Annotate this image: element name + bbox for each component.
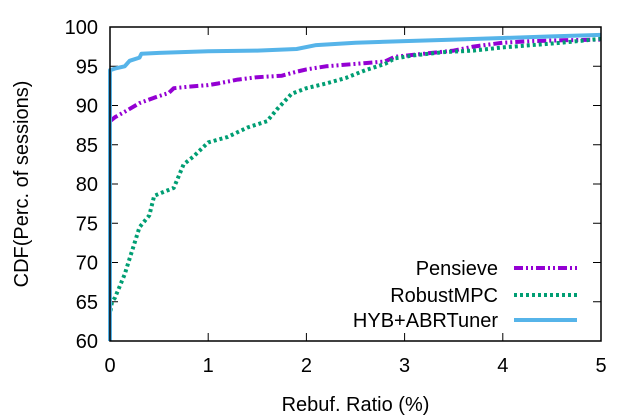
x-tick-label: 4 xyxy=(497,355,508,377)
y-tick-label: 85 xyxy=(76,135,98,157)
y-tick-label: 60 xyxy=(76,331,98,353)
x-tick-label: 1 xyxy=(203,355,214,377)
y-axis-label: CDF(Perc. of sessions) xyxy=(11,81,33,288)
y-tick-label: 100 xyxy=(65,17,98,39)
x-tick-label: 0 xyxy=(104,355,115,377)
legend: Pensieve RobustMPC HYB+ABRTuner xyxy=(353,258,577,332)
x-axis-label: Rebuf. Ratio (%) xyxy=(282,394,430,416)
series-line-robustmpc xyxy=(108,36,602,341)
legend-label: HYB+ABRTuner xyxy=(353,310,498,332)
y-tick-label: 95 xyxy=(76,56,98,78)
x-tick-label: 2 xyxy=(301,355,312,377)
y-tick-label: 65 xyxy=(76,292,98,314)
legend-label: Pensieve xyxy=(416,258,498,280)
y-axis-ticks: 60 65 70 75 80 85 90 95 100 xyxy=(65,17,601,353)
x-tick-label: 5 xyxy=(595,355,606,377)
y-tick-label: 80 xyxy=(76,174,98,196)
plot-frame xyxy=(109,26,602,342)
series-line-hyb-abrtuner xyxy=(108,32,602,341)
x-tick-label: 3 xyxy=(399,355,410,377)
legend-label: RobustMPC xyxy=(390,285,498,307)
y-tick-label: 75 xyxy=(76,213,98,235)
y-tick-label: 90 xyxy=(76,96,98,118)
series-lines xyxy=(108,32,602,341)
series-line-pensieve xyxy=(108,37,602,341)
y-tick-label: 70 xyxy=(76,253,98,275)
